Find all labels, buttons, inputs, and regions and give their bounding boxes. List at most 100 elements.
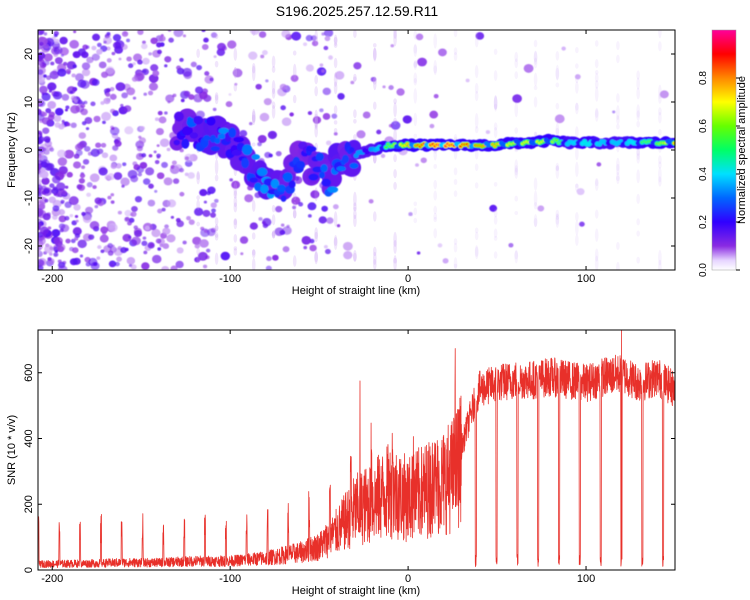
ridge-core [189,132,199,139]
noise-blob [137,172,143,177]
noise-blob [126,56,132,62]
noise-blob [69,213,74,218]
noise-blob [38,108,42,116]
noise-blob [155,238,162,244]
ridge-core [318,171,326,179]
noise-blob [343,250,353,260]
noise-blob [78,132,87,139]
streak-blob [433,60,438,76]
noise-blob [121,92,128,99]
noise-blob [39,226,49,235]
streak-blob [196,48,200,58]
streak-blob [271,231,276,237]
noise-blob [108,223,118,232]
x-tick-label: -100 [219,273,241,285]
noise-blob [44,244,54,254]
noise-blob [45,138,51,143]
noise-blob [324,35,331,42]
noise-blob [612,110,616,114]
streak-blob [251,108,256,123]
noise-blob [53,34,58,38]
noise-blob [331,113,338,119]
streak-blob [636,230,640,237]
noise-blob [48,196,56,204]
ridge-core [210,146,221,152]
noise-blob [166,234,176,243]
noise-blob [150,37,158,45]
streak-blob [292,50,297,56]
noise-blob [537,205,545,212]
streak-blob [555,164,560,179]
noise-blob [77,184,86,191]
noise-blob [190,61,197,68]
ridge-core [336,166,346,172]
noise-blob [210,212,216,218]
noise-blob [182,67,193,77]
streak-blob [233,181,238,197]
streak-blob [353,76,357,82]
noise-blob [94,205,99,209]
noise-blob [292,205,296,210]
streak-blob [196,93,200,100]
streak-blob [453,51,458,61]
noise-blob [204,75,214,84]
streak-blob [233,246,238,251]
streak-blob [214,225,219,232]
streak-blob [393,181,397,190]
noise-blob [239,129,248,137]
streak-blob [333,105,338,115]
noise-blob [61,119,65,123]
noise-blob [121,44,128,50]
streak-blob [474,182,479,189]
noise-blob [165,94,175,103]
noise-blob [213,55,217,59]
noise-blob [156,172,165,180]
streak-blob [594,107,599,118]
noise-blob [269,131,276,138]
noise-blob [91,45,97,51]
streak-blob [594,209,599,219]
noise-blob [198,91,208,100]
noise-blob [75,73,84,82]
noise-blob [159,138,170,148]
noise-blob [257,134,267,143]
streak-blob [658,84,662,99]
noise-blob [81,68,91,77]
ridge-core [206,116,216,126]
colorbar-gradient [712,30,736,270]
streak-blob [533,50,538,65]
noise-blob [489,204,498,212]
streak-blob [594,177,599,187]
noise-blob [275,150,282,157]
noise-blob [266,256,272,262]
noise-blob [281,30,291,38]
y-tick-label: -20 [23,238,35,254]
streak-blob [575,81,579,94]
noise-blob [508,242,514,248]
noise-blob [49,70,59,80]
noise-blob [109,263,114,267]
noise-blob [94,197,102,205]
noise-blob [47,101,57,109]
streak-blob [413,72,418,84]
noise-blob [77,79,87,88]
noise-blob [65,68,72,74]
streak-blob [658,93,662,104]
noise-blob [141,262,150,270]
noise-blob [248,121,253,126]
noise-blob [131,236,141,246]
streak-blob [594,109,599,122]
streak-blob [493,235,498,241]
noise-blob [126,257,136,265]
noise-blob [164,64,168,68]
noise-blob [132,62,136,66]
noise-blob [64,201,72,209]
streak-blob [575,146,579,161]
noise-blob [324,248,331,255]
streak-blob [474,148,479,160]
streak-blob [493,48,498,55]
streak-blob [555,67,560,80]
noise-blob [134,229,143,238]
noise-blob [362,111,371,119]
noise-blob [57,149,67,158]
